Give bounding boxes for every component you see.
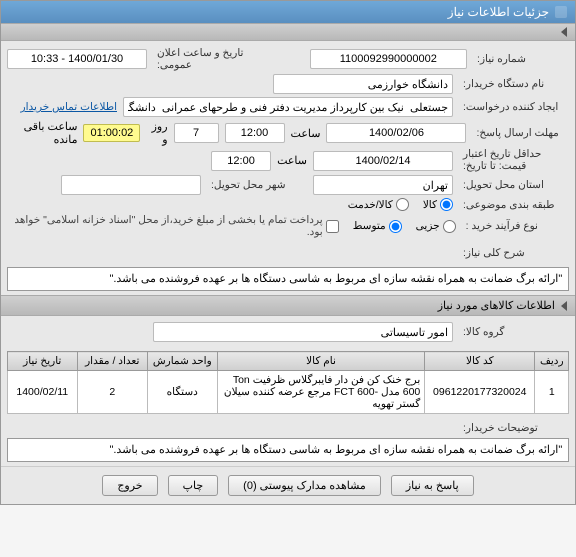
- answer-button[interactable]: پاسخ به نیاز: [391, 475, 474, 496]
- td-date: 1400/02/11: [7, 371, 77, 414]
- fld-answer-remain: 01:00:02: [83, 124, 140, 142]
- general-desc-box: "ارائه برگ ضمانت به همراه نقشه سازه ای م…: [7, 267, 570, 291]
- th-code: کد کالا: [425, 352, 535, 371]
- chk-treasury[interactable]: پرداخت تمام یا بخشی از مبلغ خرید،از محل …: [7, 214, 339, 238]
- collapse-icon: [561, 27, 567, 37]
- radio-mid-label: متوسط: [353, 220, 386, 232]
- lbl-saat1: ساعت: [291, 127, 321, 140]
- fld-announce-dt[interactable]: [7, 49, 147, 69]
- td-name: برج خنک کن فن دار فایبرگلاس ظرفیت Ton 60…: [217, 371, 425, 414]
- form-area: شماره نیاز: تاریخ و ساعت اعلان عمومی: نا…: [1, 41, 575, 247]
- buyer-notes-box: "ارائه برگ ضمانت به همراه نقشه سازه ای م…: [7, 438, 570, 462]
- lbl-rooz: روز و: [146, 120, 167, 146]
- fld-answer-days[interactable]: [174, 123, 219, 143]
- lbl-delivery-province: استان محل تحویل:: [459, 179, 569, 191]
- fld-answer-date[interactable]: [326, 123, 466, 143]
- th-row: ردیف: [535, 352, 569, 371]
- need-details-panel: جزئیات اطلاعات نیاز شماره نیاز: تاریخ و …: [0, 0, 576, 505]
- fld-credit-date[interactable]: [313, 151, 453, 171]
- radio-service[interactable]: کالا/خدمت: [348, 198, 409, 211]
- radio-low-input[interactable]: [443, 220, 456, 233]
- lbl-buyer-notes: توضیحات خریدار:: [459, 422, 569, 434]
- th-unit: واحد شمارش: [147, 352, 217, 371]
- table-header-row: ردیف کد کالا نام کالا واحد شمارش تعداد /…: [7, 352, 569, 371]
- attachments-button[interactable]: مشاهده مدارک پیوستی (0): [228, 475, 381, 496]
- td-unit: دستگاه: [147, 371, 217, 414]
- radio-goods-label: کالا: [423, 199, 437, 211]
- fld-creator[interactable]: [123, 97, 453, 117]
- chk-treasury-input[interactable]: [326, 220, 339, 233]
- th-qty: تعداد / مقدار: [77, 352, 147, 371]
- lbl-org-name: نام دستگاه خریدار:: [459, 78, 569, 90]
- purchase-group: جزیی متوسط پرداخت تمام یا بخشی از مبلغ خ…: [7, 214, 456, 238]
- lbl-creator: ایجاد کننده درخواست:: [459, 101, 569, 113]
- td-qty: 2: [77, 371, 147, 414]
- lbl-announce-dt: تاریخ و ساعت اعلان عمومی:: [153, 47, 266, 71]
- section-goods-title: اطلاعات کالاهای مورد نیاز: [438, 299, 555, 312]
- section-general-header[interactable]: [1, 23, 575, 41]
- lbl-answer-deadline: مهلت ارسال پاسخ:: [472, 127, 569, 139]
- radio-low-label: جزیی: [416, 220, 440, 232]
- fld-answer-time[interactable]: [225, 123, 285, 143]
- section-goods-header[interactable]: اطلاعات کالاهای مورد نیاز: [1, 295, 575, 316]
- panel-header: جزئیات اطلاعات نیاز: [1, 1, 575, 23]
- lbl-remain: ساعت باقی مانده: [7, 120, 77, 146]
- lbl-general-desc: شرح کلی نیاز:: [459, 247, 569, 259]
- lbl-delivery-city: شهر محل تحویل:: [207, 179, 307, 191]
- fld-delivery-province[interactable]: [313, 175, 453, 195]
- radio-goods-input[interactable]: [440, 198, 453, 211]
- th-name: نام کالا: [217, 352, 425, 371]
- fld-org-name[interactable]: [273, 74, 453, 94]
- table-row[interactable]: 1 0961220177320024 برج خنک کن فن دار فای…: [7, 371, 569, 414]
- panel-icon: [555, 6, 567, 18]
- lbl-saat2: ساعت: [277, 154, 307, 167]
- close-button[interactable]: خروج: [102, 475, 157, 496]
- radio-mid-input[interactable]: [389, 220, 402, 233]
- button-bar: پاسخ به نیاز مشاهده مدارک پیوستی (0) چاپ…: [1, 466, 575, 504]
- radio-low[interactable]: جزیی: [416, 220, 456, 233]
- goods-table: ردیف کد کالا نام کالا واحد شمارش تعداد /…: [7, 351, 570, 414]
- fld-need-no[interactable]: [310, 49, 467, 69]
- td-code: 0961220177320024: [425, 371, 535, 414]
- radio-service-input[interactable]: [396, 198, 409, 211]
- th-date: تاریخ نیاز: [7, 352, 77, 371]
- fld-delivery-city[interactable]: [61, 175, 201, 195]
- contact-link[interactable]: اطلاعات تماس خریدار: [21, 101, 117, 113]
- lbl-need-no: شماره نیاز:: [473, 53, 569, 65]
- radio-goods[interactable]: کالا: [423, 198, 453, 211]
- lbl-credit-deadline: حداقل تاریخ اعتبار قیمت: تا تاریخ:: [459, 149, 569, 172]
- fld-goods-group[interactable]: [153, 322, 453, 342]
- classification-group: کالا کالا/خدمت: [348, 198, 453, 211]
- print-button[interactable]: چاپ: [168, 475, 219, 496]
- radio-mid[interactable]: متوسط: [353, 220, 402, 233]
- lbl-classification: طبقه بندی موضوعی:: [459, 199, 569, 211]
- lbl-purchase-type: نوع فرآیند خرید :: [462, 220, 569, 232]
- panel-title: جزئیات اطلاعات نیاز: [448, 5, 549, 19]
- collapse-icon-2: [561, 301, 567, 311]
- radio-service-label: کالا/خدمت: [348, 199, 393, 211]
- lbl-goods-group: گروه کالا:: [459, 326, 569, 338]
- chk-treasury-label: پرداخت تمام یا بخشی از مبلغ خرید،از محل …: [7, 214, 323, 238]
- td-row: 1: [535, 371, 569, 414]
- fld-credit-time[interactable]: [211, 151, 271, 171]
